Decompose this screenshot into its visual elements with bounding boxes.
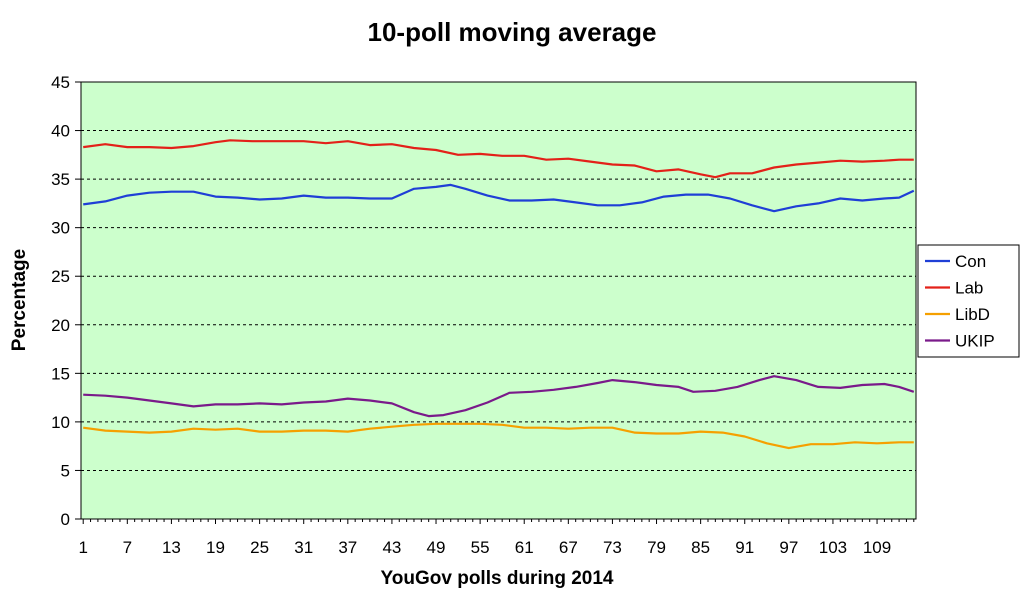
x-tick-label-7: 7 <box>123 538 132 557</box>
grid-lines <box>81 130 916 471</box>
x-axis-ticks: 1 7 13 19 25 31 37 43 49 55 61 67 73 79 85 91 97 103 109 <box>78 519 915 557</box>
x-tick-label-85: 85 <box>691 538 710 557</box>
series-line-con <box>83 183 915 213</box>
x-tick-label-61: 61 <box>515 538 534 557</box>
x-tick-label-55: 55 <box>471 538 490 557</box>
plot-area <box>80 81 917 520</box>
x-tick-label-91: 91 <box>735 538 754 557</box>
y-tick-label-45: 45 <box>51 73 70 92</box>
legend-label-ukip: UKIP <box>955 332 995 351</box>
legend: Con Lab LibD UKIP <box>917 244 1020 358</box>
x-tick-label-19: 19 <box>206 538 225 557</box>
x-tick-label-73: 73 <box>603 538 622 557</box>
legend-label-lab: Lab <box>955 279 983 298</box>
chart-title: 10-poll moving average <box>368 17 657 47</box>
x-tick-label-79: 79 <box>647 538 666 557</box>
legend-box <box>917 244 1020 358</box>
y-tick-label-30: 30 <box>51 219 70 238</box>
y-tick-label-15: 15 <box>51 364 70 383</box>
x-tick-label-1: 1 <box>78 538 87 557</box>
series-line-libd <box>83 422 914 450</box>
series-line-ukip <box>83 375 915 418</box>
x-tick-label-67: 67 <box>559 538 578 557</box>
y-tick-label-5: 5 <box>61 461 70 480</box>
legend-entries: Con Lab LibD UKIP <box>925 252 995 351</box>
y-axis-title: Percentage <box>9 249 30 351</box>
y-tick-label-0: 0 <box>61 510 70 529</box>
x-tick-label-25: 25 <box>250 538 269 557</box>
x-tick-label-43: 43 <box>382 538 401 557</box>
x-tick-label-103: 103 <box>819 538 847 557</box>
x-tick-label-31: 31 <box>294 538 313 557</box>
x-tick-label-109: 109 <box>863 538 891 557</box>
x-tick-label-49: 49 <box>427 538 446 557</box>
legend-label-con: Con <box>955 252 986 271</box>
x-tick-label-37: 37 <box>338 538 357 557</box>
x-axis-title: YouGov polls during 2014 <box>381 568 614 589</box>
y-tick-label-10: 10 <box>51 413 70 432</box>
y-tick-label-40: 40 <box>51 122 70 141</box>
y-tick-label-25: 25 <box>51 267 70 286</box>
x-tick-label-97: 97 <box>779 538 798 557</box>
series-lines <box>83 139 915 450</box>
x-tick-label-13: 13 <box>162 538 181 557</box>
y-tick-label-20: 20 <box>51 316 70 335</box>
series-line-lab <box>83 139 914 179</box>
legend-label-libd: LibD <box>955 305 990 324</box>
y-axis-ticks: 0 5 10 15 20 25 30 35 40 45 <box>51 73 81 529</box>
y-tick-label-35: 35 <box>51 170 70 189</box>
